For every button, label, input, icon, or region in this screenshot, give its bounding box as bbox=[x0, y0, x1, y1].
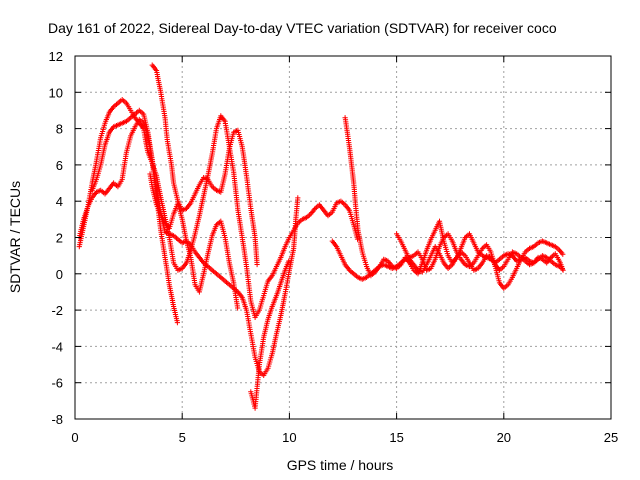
x-tick-label: 20 bbox=[497, 430, 511, 445]
y-tick-label: 2 bbox=[56, 231, 63, 246]
grid-lines bbox=[75, 56, 611, 419]
data-point bbox=[174, 320, 180, 326]
y-tick-label: -2 bbox=[51, 303, 63, 318]
series-track-f bbox=[342, 115, 566, 279]
series-track-e bbox=[147, 171, 241, 311]
series-track-c bbox=[89, 107, 301, 378]
data-point bbox=[254, 261, 260, 268]
y-axis-label: SDTVAR / TECUs bbox=[7, 181, 23, 293]
y-tick-label: 10 bbox=[49, 85, 63, 100]
series-track-i bbox=[248, 258, 292, 411]
y-tick-label: -6 bbox=[51, 376, 63, 391]
x-axis-ticks: 0 5 10 15 20 25 bbox=[71, 56, 618, 445]
y-tick-label: 12 bbox=[49, 49, 63, 64]
y-tick-label: 0 bbox=[56, 267, 63, 282]
y-tick-label: -4 bbox=[51, 339, 63, 354]
y-tick-label: 4 bbox=[56, 194, 63, 209]
data-point bbox=[235, 305, 241, 311]
x-tick-label: 10 bbox=[282, 430, 296, 445]
data-point bbox=[286, 258, 292, 264]
x-tick-label: 25 bbox=[604, 430, 618, 445]
x-axis-label: GPS time / hours bbox=[287, 457, 394, 473]
y-axis-ticks: -8 -6 -4 -2 0 2 4 6 8 10 12 bbox=[49, 49, 611, 427]
data-point bbox=[559, 266, 565, 272]
x-tick-label: 0 bbox=[71, 430, 78, 445]
chart-title: Day 161 of 2022, Sidereal Day-to-day VTE… bbox=[48, 20, 557, 36]
y-tick-label: 6 bbox=[56, 158, 63, 173]
data-point bbox=[560, 251, 566, 257]
y-tick-label: -8 bbox=[51, 412, 63, 427]
data-point bbox=[295, 195, 301, 201]
data-series bbox=[76, 62, 566, 411]
series-track-h bbox=[394, 231, 565, 275]
x-tick-label: 15 bbox=[389, 430, 403, 445]
x-tick-label: 5 bbox=[179, 430, 186, 445]
y-tick-label: 8 bbox=[56, 122, 63, 137]
series-track-a bbox=[76, 97, 361, 320]
